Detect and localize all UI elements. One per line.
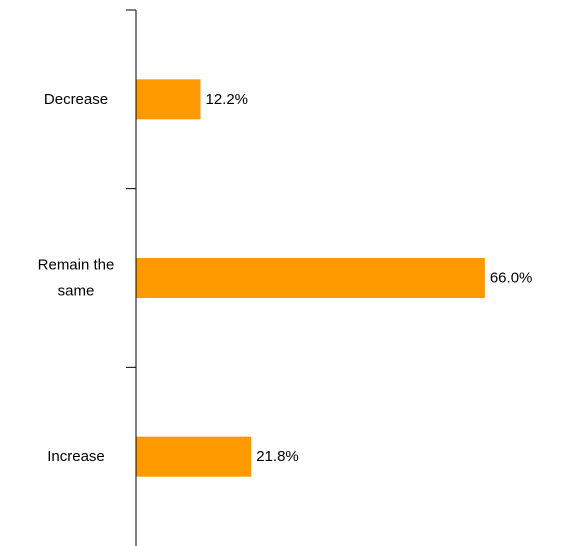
bar-increase bbox=[136, 436, 252, 477]
category-label: Increase bbox=[47, 448, 105, 465]
bar-decrease bbox=[136, 79, 201, 120]
category-label: Remain the same bbox=[38, 257, 115, 300]
category-labels: Decrease Remain the same Increase bbox=[38, 91, 115, 465]
category-label: Decrease bbox=[44, 91, 108, 108]
value-label: 66.0% bbox=[490, 270, 533, 287]
value-labels: 12.2% 66.0% 21.8% bbox=[205, 91, 532, 465]
bar-remain-the-same bbox=[136, 258, 485, 298]
value-label: 12.2% bbox=[205, 91, 248, 108]
value-label: 21.8% bbox=[256, 448, 299, 465]
bars-group bbox=[136, 79, 485, 477]
category-axis bbox=[126, 9, 137, 546]
